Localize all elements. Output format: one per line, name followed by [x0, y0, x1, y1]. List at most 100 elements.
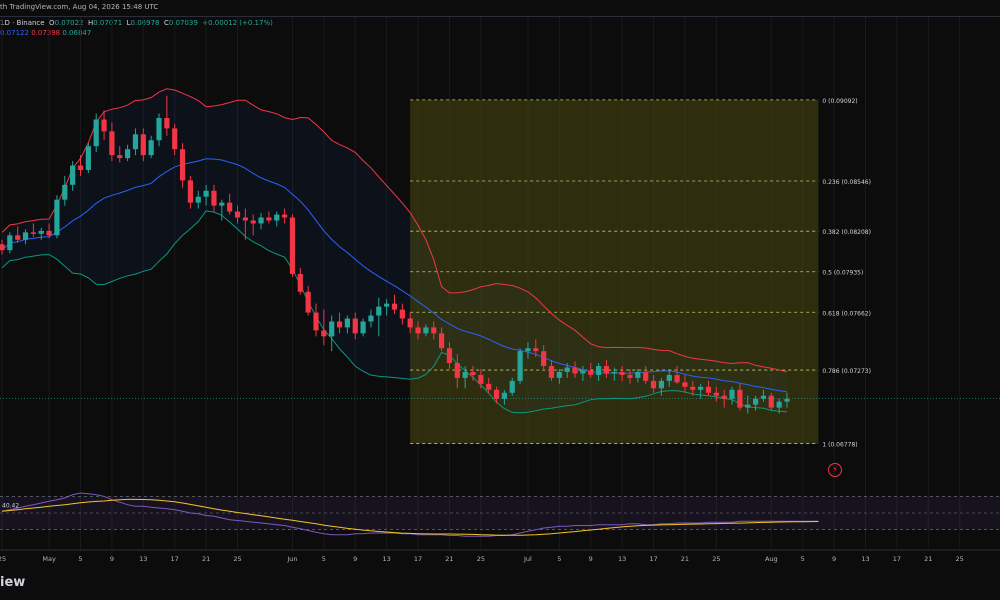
x-tick-label: 9: [353, 555, 357, 563]
candle-body: [650, 380, 657, 389]
x-tick-label: 9: [110, 555, 114, 563]
candle-body: [509, 380, 515, 393]
candle-body: [211, 190, 217, 206]
candle-body: [101, 119, 107, 132]
fib-level-label: 1 (0.06778): [822, 442, 857, 449]
x-tick-label: 21: [445, 555, 453, 563]
candle-body: [423, 327, 429, 334]
candle-body: [698, 386, 704, 390]
candle-body: [62, 184, 68, 200]
candle-body: [446, 348, 453, 364]
candle-body: [148, 140, 154, 156]
candle-body: [690, 386, 696, 390]
candle-body: [548, 366, 555, 378]
candle-body: [289, 217, 296, 274]
x-tick-label: 9: [589, 555, 593, 563]
candle-body: [54, 199, 60, 236]
bb-legend: 0.07122 0.07398 0.06847: [0, 29, 91, 37]
x-tick-label: 25: [0, 555, 6, 563]
candle-body: [282, 214, 288, 218]
bb-upper-line: [1, 88, 788, 373]
c-label: C: [163, 19, 169, 27]
candle-body: [635, 371, 641, 378]
candle-body: [470, 371, 476, 375]
x-tick-label: 9: [832, 555, 836, 563]
candle-body: [203, 190, 209, 197]
candle-body: [619, 371, 625, 375]
candle-body: [266, 217, 272, 221]
rsi-ma-line: [1, 498, 819, 536]
candle-body: [274, 214, 280, 221]
lightning-icon[interactable]: ⚡: [828, 463, 842, 477]
c-value: 0.07039: [168, 19, 198, 27]
candle-body: [172, 128, 178, 150]
candle-body: [462, 371, 468, 378]
candle-body: [140, 134, 146, 156]
candle-body: [525, 348, 531, 352]
x-tick-label: 13: [383, 555, 391, 563]
candle-body: [117, 155, 123, 159]
candle-body: [721, 395, 727, 399]
candle-body: [179, 149, 186, 181]
x-tick-label: 21: [924, 555, 932, 563]
x-tick-label: 5: [78, 555, 82, 563]
x-tick-label: 5: [557, 555, 561, 563]
candle-body: [38, 230, 44, 234]
candle-body: [7, 235, 13, 251]
x-tick-label: 5: [322, 555, 326, 563]
candle-body: [541, 351, 547, 367]
candle-body: [22, 232, 29, 240]
source-text: th TradingView.com, Aug 04, 2026 15:48 U…: [0, 3, 159, 11]
candle-body: [705, 386, 712, 393]
candle-body: [658, 380, 664, 389]
candle-body: [313, 312, 319, 331]
candle-body: [643, 371, 649, 381]
candle-body: [486, 383, 492, 390]
candle-body: [250, 220, 256, 224]
candle-body: [556, 371, 562, 378]
symbol-line: 1D · Binance: [0, 19, 45, 27]
candle-body: [46, 230, 52, 236]
candle-body: [234, 211, 241, 218]
candle-body: [713, 392, 719, 396]
candle-body: [187, 180, 193, 203]
candle-body: [588, 370, 594, 375]
footer-brand: iew: [0, 575, 26, 590]
candle-body: [768, 395, 774, 408]
candle-body: [572, 367, 578, 374]
rsi-value-label: 40.42: [2, 502, 19, 509]
bollinger-band-fill: [2, 88, 787, 413]
bb-basis-line: [1, 158, 788, 393]
l-value: 0.06978: [130, 19, 160, 27]
x-tick-label: 17: [893, 555, 901, 563]
candle-body: [344, 318, 350, 328]
fib-level-label: 0.618 (0.07662): [822, 310, 871, 317]
x-tick-label: Aug: [765, 555, 778, 563]
x-tick-label: 13: [618, 555, 626, 563]
candle-body: [478, 374, 484, 384]
candle-body: [0, 244, 5, 251]
candle-body: [745, 404, 751, 408]
candle-body: [125, 149, 131, 159]
x-tick-label: 13: [861, 555, 869, 563]
candle-body: [682, 382, 688, 387]
candle-body: [564, 367, 570, 372]
candle-body: [195, 196, 201, 203]
x-tick-label: Jun: [286, 555, 297, 563]
candle-body: [627, 374, 633, 378]
candle-body: [305, 291, 311, 313]
bb-basis: 0.07122: [0, 29, 29, 37]
candle-body: [753, 398, 759, 405]
fib-level-label: 0.5 (0.07935): [822, 270, 863, 277]
x-tick-label: Jul: [523, 555, 532, 563]
candle-body: [132, 134, 139, 150]
candle-body: [776, 401, 782, 408]
candle-body: [109, 131, 115, 156]
candle-body: [70, 165, 76, 185]
candle-body: [611, 371, 617, 374]
candle-body: [156, 117, 162, 141]
x-tick-label: 17: [649, 555, 657, 563]
x-tick-label: 21: [202, 555, 210, 563]
h-value: 0.07071: [93, 19, 123, 27]
